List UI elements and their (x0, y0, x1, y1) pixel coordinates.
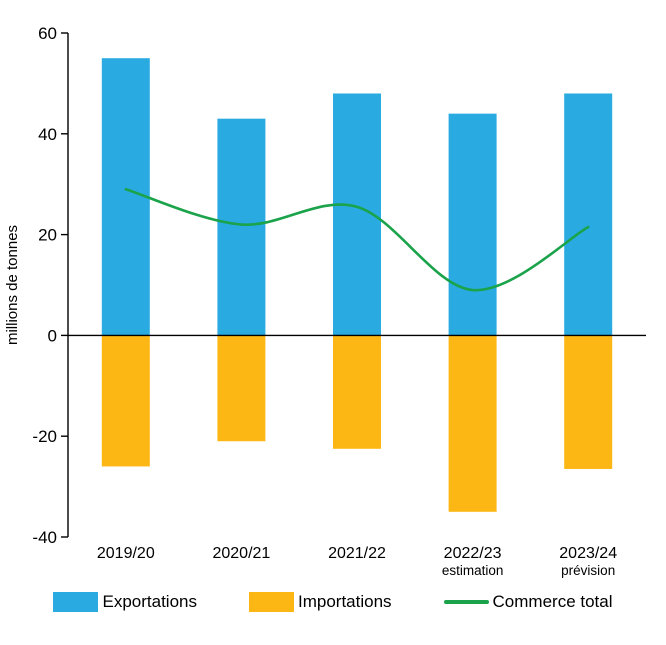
bar-exportations (217, 118, 266, 336)
bar-importations (564, 335, 613, 469)
legend-item-commerce-total: Commerce total (443, 592, 613, 612)
bar-importations (448, 335, 497, 512)
exportations-swatch-icon (53, 592, 99, 612)
y-tick-label: 0 (48, 326, 57, 345)
legend-label-importations: Importations (297, 592, 392, 611)
y-tick-label: -20 (32, 427, 57, 446)
bar-exportations (564, 93, 613, 336)
bar-line-chart: millions de tonnes -40 -20 0 20 40 60 2019/20 2… (4, 24, 646, 578)
bar-importations (101, 335, 150, 467)
y-tick-label: 40 (38, 125, 57, 144)
bar-exportations (448, 113, 497, 336)
bar-importations (217, 335, 266, 442)
bar-exportations (101, 58, 150, 336)
legend-label-exportations: Exportations (102, 592, 197, 611)
y-tick-label: -40 (32, 528, 57, 547)
plot-area: -40 -20 0 20 40 60 2019/20 2020/21 2021/22 2022/2… (32, 24, 646, 578)
x-tick-sublabel: estimation (442, 563, 504, 578)
importations-swatch-icon (248, 592, 294, 612)
y-tick-label: 60 (38, 24, 57, 43)
legend: Exportations Importations Commerce total (0, 592, 666, 612)
x-tick-label: 2022/23 (444, 545, 502, 562)
y-axis-label: millions de tonnes (4, 225, 21, 345)
legend-item-importations: Importations (248, 592, 392, 612)
x-tick-label: 2021/22 (328, 545, 386, 562)
x-tick-label: 2023/24 (559, 545, 617, 562)
line-commerce-total (124, 187, 590, 292)
commerce-total-line-swatch-icon (443, 600, 489, 604)
y-tick-label: 20 (38, 226, 57, 245)
legend-item-exportations: Exportations (53, 592, 197, 612)
x-tick-label: 2019/20 (97, 545, 155, 562)
legend-label-commerce-total: Commerce total (492, 592, 613, 611)
x-tick-sublabel: prévision (561, 563, 615, 578)
bar-importations (333, 335, 381, 449)
x-tick-label: 2020/21 (212, 545, 270, 562)
